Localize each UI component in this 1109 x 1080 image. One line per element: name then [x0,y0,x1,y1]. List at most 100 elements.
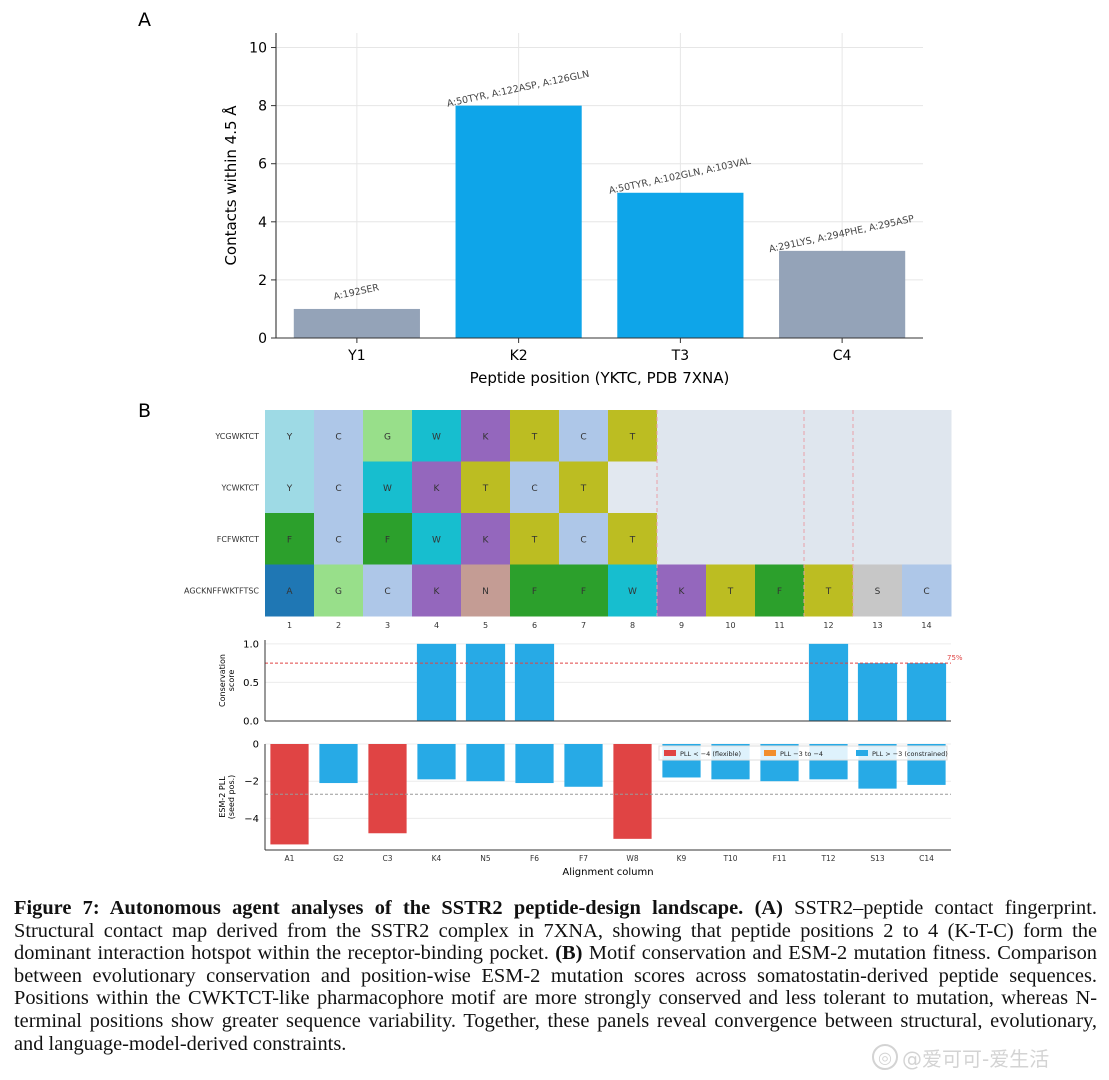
conservation-bar [465,643,506,721]
column-label: 9 [679,621,684,630]
x-axis-label: Alignment column [562,867,653,878]
y-tick-label: 0 [253,740,259,751]
cell-r1-c13 [853,410,903,462]
y-axis-label: Conservationscore [218,654,236,707]
cell-residue: T [727,587,734,597]
cell-r2-c3 [363,461,413,514]
caption-figure-label: Figure 7: Autonomous agent analyses of t… [14,897,744,919]
cell-r4-c1 [265,564,315,617]
esm-bar-K4 [417,744,456,780]
x-tick-label: S13 [870,854,885,863]
cell-r2-c13 [853,461,903,514]
cell-r1-c8 [608,410,658,462]
cell-r4-c3 [363,564,413,617]
cell-residue: F [581,587,586,597]
cell-r3-c2 [314,513,364,565]
cell-r1-c6 [510,410,560,462]
cell-r4-c8 [608,564,658,617]
cell-residue: T [629,535,636,545]
panel-b-letter: B [138,400,151,422]
cell-r4-c6 [510,564,560,617]
x-tick-label: T10 [722,854,737,863]
y-tick-label: 4 [258,215,267,231]
cell-r3-c9 [657,513,707,565]
y-tick-label: 0.5 [243,678,259,689]
y-axis-label-line: (seed pos.) [227,775,236,820]
panel-a-letter: A [138,9,151,31]
x-tick-label: F7 [579,854,588,863]
y-tick-label: 8 [258,99,267,115]
esm-bar-W8 [613,744,652,839]
watermark-text: @爱可可-爱生活 [902,1046,1050,1071]
bar-Y1 [293,308,420,338]
esm-bar-N5 [466,744,505,782]
cell-r4-c2 [314,564,364,617]
caption-a-text: SSTR2–peptide contact fingerprint. Struc… [14,897,1097,965]
cell-residue: W [628,587,637,597]
cell-residue: K [434,484,441,494]
cell-r4-c12 [804,564,854,617]
x-tick-label: C4 [833,348,852,364]
x-tick-label: G2 [333,854,344,863]
watermark: ◎ @爱可可-爱生活 [872,1041,1102,1073]
conservation-bar [416,643,457,721]
x-tick-label: T12 [820,854,835,863]
esm-bar-G2 [319,744,358,784]
cell-r1-c12 [804,410,854,462]
cell-r3-c10 [706,513,756,565]
conservation-bar [857,663,898,721]
cell-r1-c1 [265,410,315,462]
cell-r2-c6 [510,461,560,514]
cell-residue: T [629,432,636,442]
y-axis-label-line: score [227,670,236,692]
cell-r2-c10 [706,461,756,514]
cell-r2-c5 [461,461,511,514]
cell-r2-c12 [804,461,854,514]
column-label: 3 [385,621,390,630]
cell-r4-c9 [657,564,707,617]
cell-r3-c3 [363,513,413,565]
column-label: 4 [434,621,439,630]
y-tick-label: −4 [244,814,259,825]
cell-residue: C [923,587,929,597]
conservation-bar [906,663,947,721]
column-label: 6 [532,621,537,630]
cell-r1-c11 [755,410,805,462]
legend-label: PLL −3 to −4 [780,750,823,758]
cell-residue: N [482,587,489,597]
column-label: 13 [872,621,882,630]
y-axis-label: ESM-2 PLL(seed pos.) [218,775,236,820]
cell-residue: K [483,535,490,545]
cell-r3-c4 [412,513,462,565]
cell-residue: T [531,535,538,545]
x-tick-label: W8 [626,854,638,863]
cell-r3-c14 [902,513,952,565]
cell-residue: G [384,432,391,442]
cell-residue: T [580,484,587,494]
weibo-icon: ◎ [872,1044,898,1070]
cell-residue: W [432,432,441,442]
cell-residue: K [679,587,686,597]
cell-residue: K [483,432,490,442]
legend-label: PLL < −4 (flexible) [680,750,741,758]
x-tick-label: A1 [285,854,295,863]
conservation-chart: 0.0 0.5 1.0 75% Conservationscore [218,639,963,727]
cell-residue: K [434,587,441,597]
cell-r2-c4 [412,461,462,514]
cell-r2-c7 [559,461,609,514]
cell-r4-c10 [706,564,756,617]
cell-residue: F [287,535,292,545]
cell-residue: G [335,587,342,597]
cell-r3-c11 [755,513,805,565]
column-label: 5 [483,621,488,630]
x-tick-label: C3 [382,854,392,863]
column-label: 7 [581,621,586,630]
conservation-bar [514,643,555,721]
cell-residue: T [482,484,489,494]
esm-bar-F6 [515,744,554,784]
cell-r2-c11 [755,461,805,514]
column-label: 14 [921,621,931,630]
cell-residue: C [335,535,341,545]
